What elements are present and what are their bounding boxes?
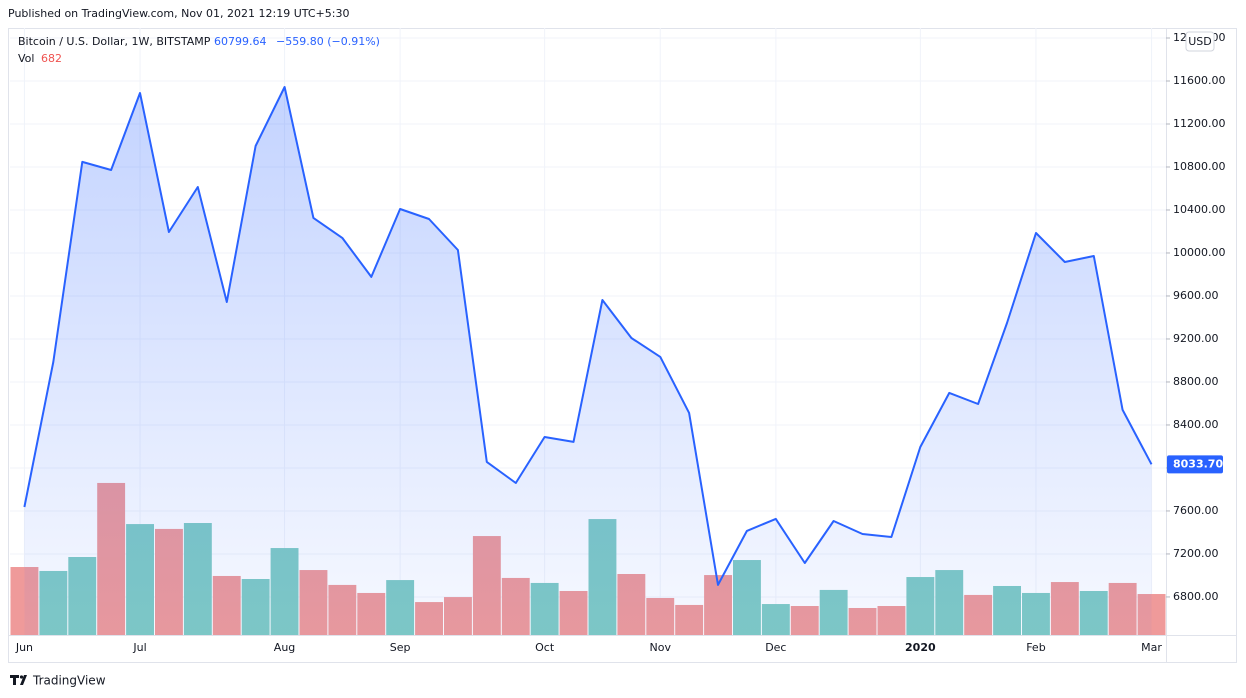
y-tick-label: 7200.00 bbox=[1173, 547, 1219, 560]
y-tick-label: 6800.00 bbox=[1173, 590, 1219, 603]
price-change: −559.80 (−0.91%) bbox=[276, 35, 380, 48]
y-tick-label: 8400.00 bbox=[1173, 418, 1219, 431]
price-line bbox=[23, 86, 1153, 586]
y-tick-label: 11600.00 bbox=[1173, 74, 1226, 87]
x-tick-label: Jul bbox=[132, 641, 146, 654]
y-tick-label: 7600.00 bbox=[1173, 504, 1219, 517]
symbol: Bitcoin / U.S. Dollar, 1W, BITSTAMP bbox=[18, 35, 211, 48]
x-tick-label: Jun bbox=[15, 641, 33, 654]
price-pane bbox=[23, 86, 1153, 635]
x-tick-label: 2020 bbox=[905, 641, 936, 654]
chart-frame bbox=[8, 28, 1237, 663]
price-label-box bbox=[1167, 455, 1223, 474]
last-price: 60799.64 bbox=[214, 35, 267, 48]
published-note: Published on TradingView.com, Nov 01, 20… bbox=[8, 7, 349, 20]
y-tick-label: 9600.00 bbox=[1173, 289, 1219, 302]
axes: 6800.007200.007600.008000.008400.008800.… bbox=[15, 31, 1226, 654]
price-label: 8033.70 bbox=[1173, 457, 1223, 470]
footer-brand: TradingView bbox=[32, 674, 106, 688]
x-tick-label: Oct bbox=[535, 641, 555, 654]
x-tick-label: Mar bbox=[1141, 641, 1162, 654]
volume-current: 682 bbox=[41, 52, 62, 65]
x-tick-label: Dec bbox=[765, 641, 786, 654]
x-tick-label: Feb bbox=[1026, 641, 1045, 654]
x-tick-label: Aug bbox=[274, 641, 295, 654]
y-tick-label: 9200.00 bbox=[1173, 332, 1219, 345]
price-area bbox=[24, 87, 1152, 635]
x-tick-label: Nov bbox=[650, 641, 672, 654]
currency: USD bbox=[1188, 35, 1212, 48]
y-tick-label: 10800.00 bbox=[1173, 160, 1226, 173]
y-tick-label: 10000.00 bbox=[1173, 246, 1226, 259]
y-tick-label: 11200.00 bbox=[1173, 117, 1226, 130]
footer-logo bbox=[10, 675, 27, 685]
x-tick-label: Sep bbox=[390, 641, 411, 654]
volume-name: Vol bbox=[18, 52, 34, 65]
y-tick-label: 10400.00 bbox=[1173, 203, 1226, 216]
y-tick-label: 8800.00 bbox=[1173, 375, 1219, 388]
currency-box bbox=[1185, 31, 1215, 52]
